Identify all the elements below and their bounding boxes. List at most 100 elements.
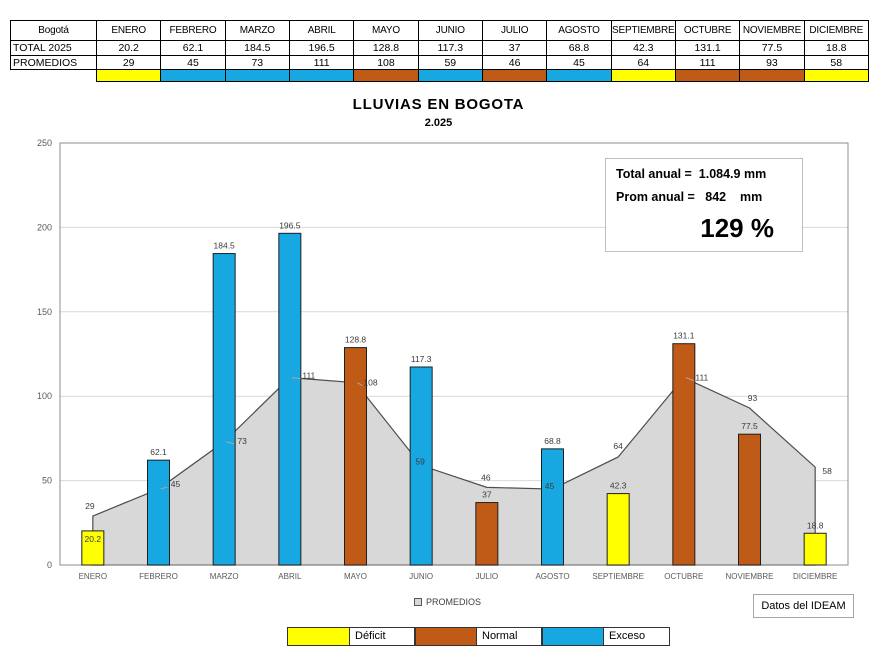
y-axis-label: 250	[37, 138, 52, 148]
label-leader	[291, 377, 301, 380]
chart-title: LLUVIAS EN BOGOTA	[352, 96, 525, 113]
table-status-color-cell[interactable]	[803, 69, 869, 82]
normal-swatch-icon	[415, 628, 477, 645]
area-value-label: 73	[237, 436, 247, 446]
table-status-color-cell[interactable]	[417, 69, 483, 82]
bar-value-label: 184.5	[214, 241, 236, 251]
bar-FEBRERO	[147, 459, 170, 566]
bar-DICIEMBRE	[803, 532, 827, 566]
area-value-label: 111	[695, 373, 708, 383]
bar-value-label: 77.5	[741, 421, 758, 431]
bar-ENERO	[81, 530, 105, 566]
label-leader	[357, 382, 363, 387]
bar-value-label: 117.3	[411, 354, 432, 364]
x-axis-label: MARZO	[210, 572, 239, 581]
area-value-label: 45	[545, 481, 555, 491]
label-leader	[685, 377, 695, 382]
category-legend[interactable]: Déficit Normal Exceso	[287, 627, 670, 646]
table-row-label[interactable]: TOTAL 2025	[10, 40, 97, 56]
bar-JULIO	[475, 502, 499, 566]
bar-value-label: 196.5	[279, 220, 301, 230]
legend-label: Normal	[477, 628, 542, 645]
table-status-color-cell[interactable]	[224, 69, 290, 82]
x-axis-label: SEPTIEMBRE	[592, 572, 644, 581]
bar-AGOSTO	[541, 448, 564, 566]
bar-value-label: 68.8	[544, 436, 561, 446]
area-value-label: 46	[481, 472, 491, 482]
y-axis-label: 100	[37, 391, 52, 401]
bar-JUNIO	[409, 366, 433, 566]
table-status-color-cell[interactable]	[288, 69, 355, 82]
bar-SEPTIEMBRE	[606, 493, 630, 566]
table-status-color-cell[interactable]	[481, 69, 548, 82]
percent-value: 129 %	[700, 213, 774, 243]
x-axis-label: JULIO	[475, 572, 498, 581]
bar-value-label: 128.8	[345, 335, 367, 345]
bar-ABRIL	[278, 232, 302, 566]
table-total-cell[interactable]: 20.2	[95, 40, 162, 56]
table-status-color-cell[interactable]	[95, 69, 162, 82]
table-total-cell[interactable]: 77.5	[739, 40, 805, 56]
prom-anual-line: Prom anual = 842 mm	[616, 190, 792, 204]
y-axis-label: 200	[37, 222, 52, 232]
x-axis-label: JUNIO	[409, 572, 433, 581]
table-status-color-cell[interactable]	[160, 69, 226, 82]
bar-value-label: 42.3	[610, 481, 627, 491]
area-value-label: 111	[302, 371, 315, 381]
area-value-label: 59	[415, 456, 425, 466]
bar-MAYO	[344, 347, 367, 566]
table-status-color-cell[interactable]	[546, 69, 612, 82]
area-value-label: 64	[613, 441, 623, 451]
total-anual-line: Total anual = 1.084.9 mm	[616, 167, 792, 181]
table-total-cell[interactable]: 128.8	[353, 40, 419, 56]
exceso-swatch-icon	[542, 628, 604, 645]
label-leader	[160, 486, 168, 490]
rainfall-table[interactable]: Bogotá ENERO FEBRERO MARZO ABRIL MAYO JUNIO JUL…	[10, 20, 869, 82]
x-axis-label: NOVIEMBRE	[725, 572, 773, 581]
total-anual-value: 1.084.9 mm	[698, 167, 767, 181]
label-leader	[226, 441, 235, 445]
x-axis-label: MAYO	[344, 572, 367, 581]
area-value-label: 93	[748, 393, 758, 403]
promedios-area	[92, 376, 816, 566]
bar-value-label: 18.8	[807, 520, 824, 530]
promedios-legend[interactable]: PROMEDIOS	[414, 597, 481, 607]
y-axis-label: 150	[37, 307, 52, 317]
area-value-label: 29	[85, 501, 95, 511]
bar-value-label: 131.1	[673, 331, 695, 341]
legend-label: Déficit	[350, 628, 415, 645]
total-anual-label: Total anual =	[616, 167, 692, 181]
bar-OCTUBRE	[672, 343, 696, 566]
table-status-color-cell[interactable]	[739, 69, 805, 82]
prom-anual-label: Prom anual =	[616, 190, 695, 204]
legend-label: Exceso	[609, 630, 646, 642]
bar-NOVIEMBRE	[738, 433, 761, 566]
prom-anual-unit: mm	[740, 190, 763, 204]
x-axis-label: ENERO	[79, 572, 107, 581]
area-value-label: 45	[171, 479, 181, 489]
area-value-label: 58	[822, 466, 832, 476]
x-axis-label: ABRIL	[278, 572, 302, 581]
bar-value-label: 20.2	[85, 534, 102, 544]
x-axis-label: DICIEMBRE	[793, 572, 837, 581]
bar-value-label: 37	[482, 490, 492, 500]
prom-anual-value: 842	[705, 190, 727, 204]
table-total-cell[interactable]: 131.1	[674, 40, 741, 56]
annual-summary-box[interactable]: Total anual = 1.084.9 mm Prom anual = 84…	[605, 158, 803, 252]
source-box[interactable]: Datos del IDEAM	[753, 594, 854, 618]
y-axis-label: 50	[42, 476, 52, 486]
promedios-swatch-icon	[414, 598, 422, 606]
table-total-cell[interactable]: 68.8	[546, 40, 612, 56]
x-axis-label: OCTUBRE	[664, 572, 703, 581]
bar-MARZO	[212, 253, 236, 566]
x-axis-label: AGOSTO	[535, 572, 569, 581]
area-value-label: 108	[363, 378, 377, 388]
table-status-color-cell[interactable]	[353, 69, 419, 82]
table-status-color-cell[interactable]	[674, 69, 741, 82]
deficit-swatch-icon	[288, 628, 350, 645]
table-total-cell[interactable]: 196.5	[288, 40, 355, 56]
y-axis-label: 0	[47, 560, 52, 570]
plot-border	[59, 142, 849, 566]
